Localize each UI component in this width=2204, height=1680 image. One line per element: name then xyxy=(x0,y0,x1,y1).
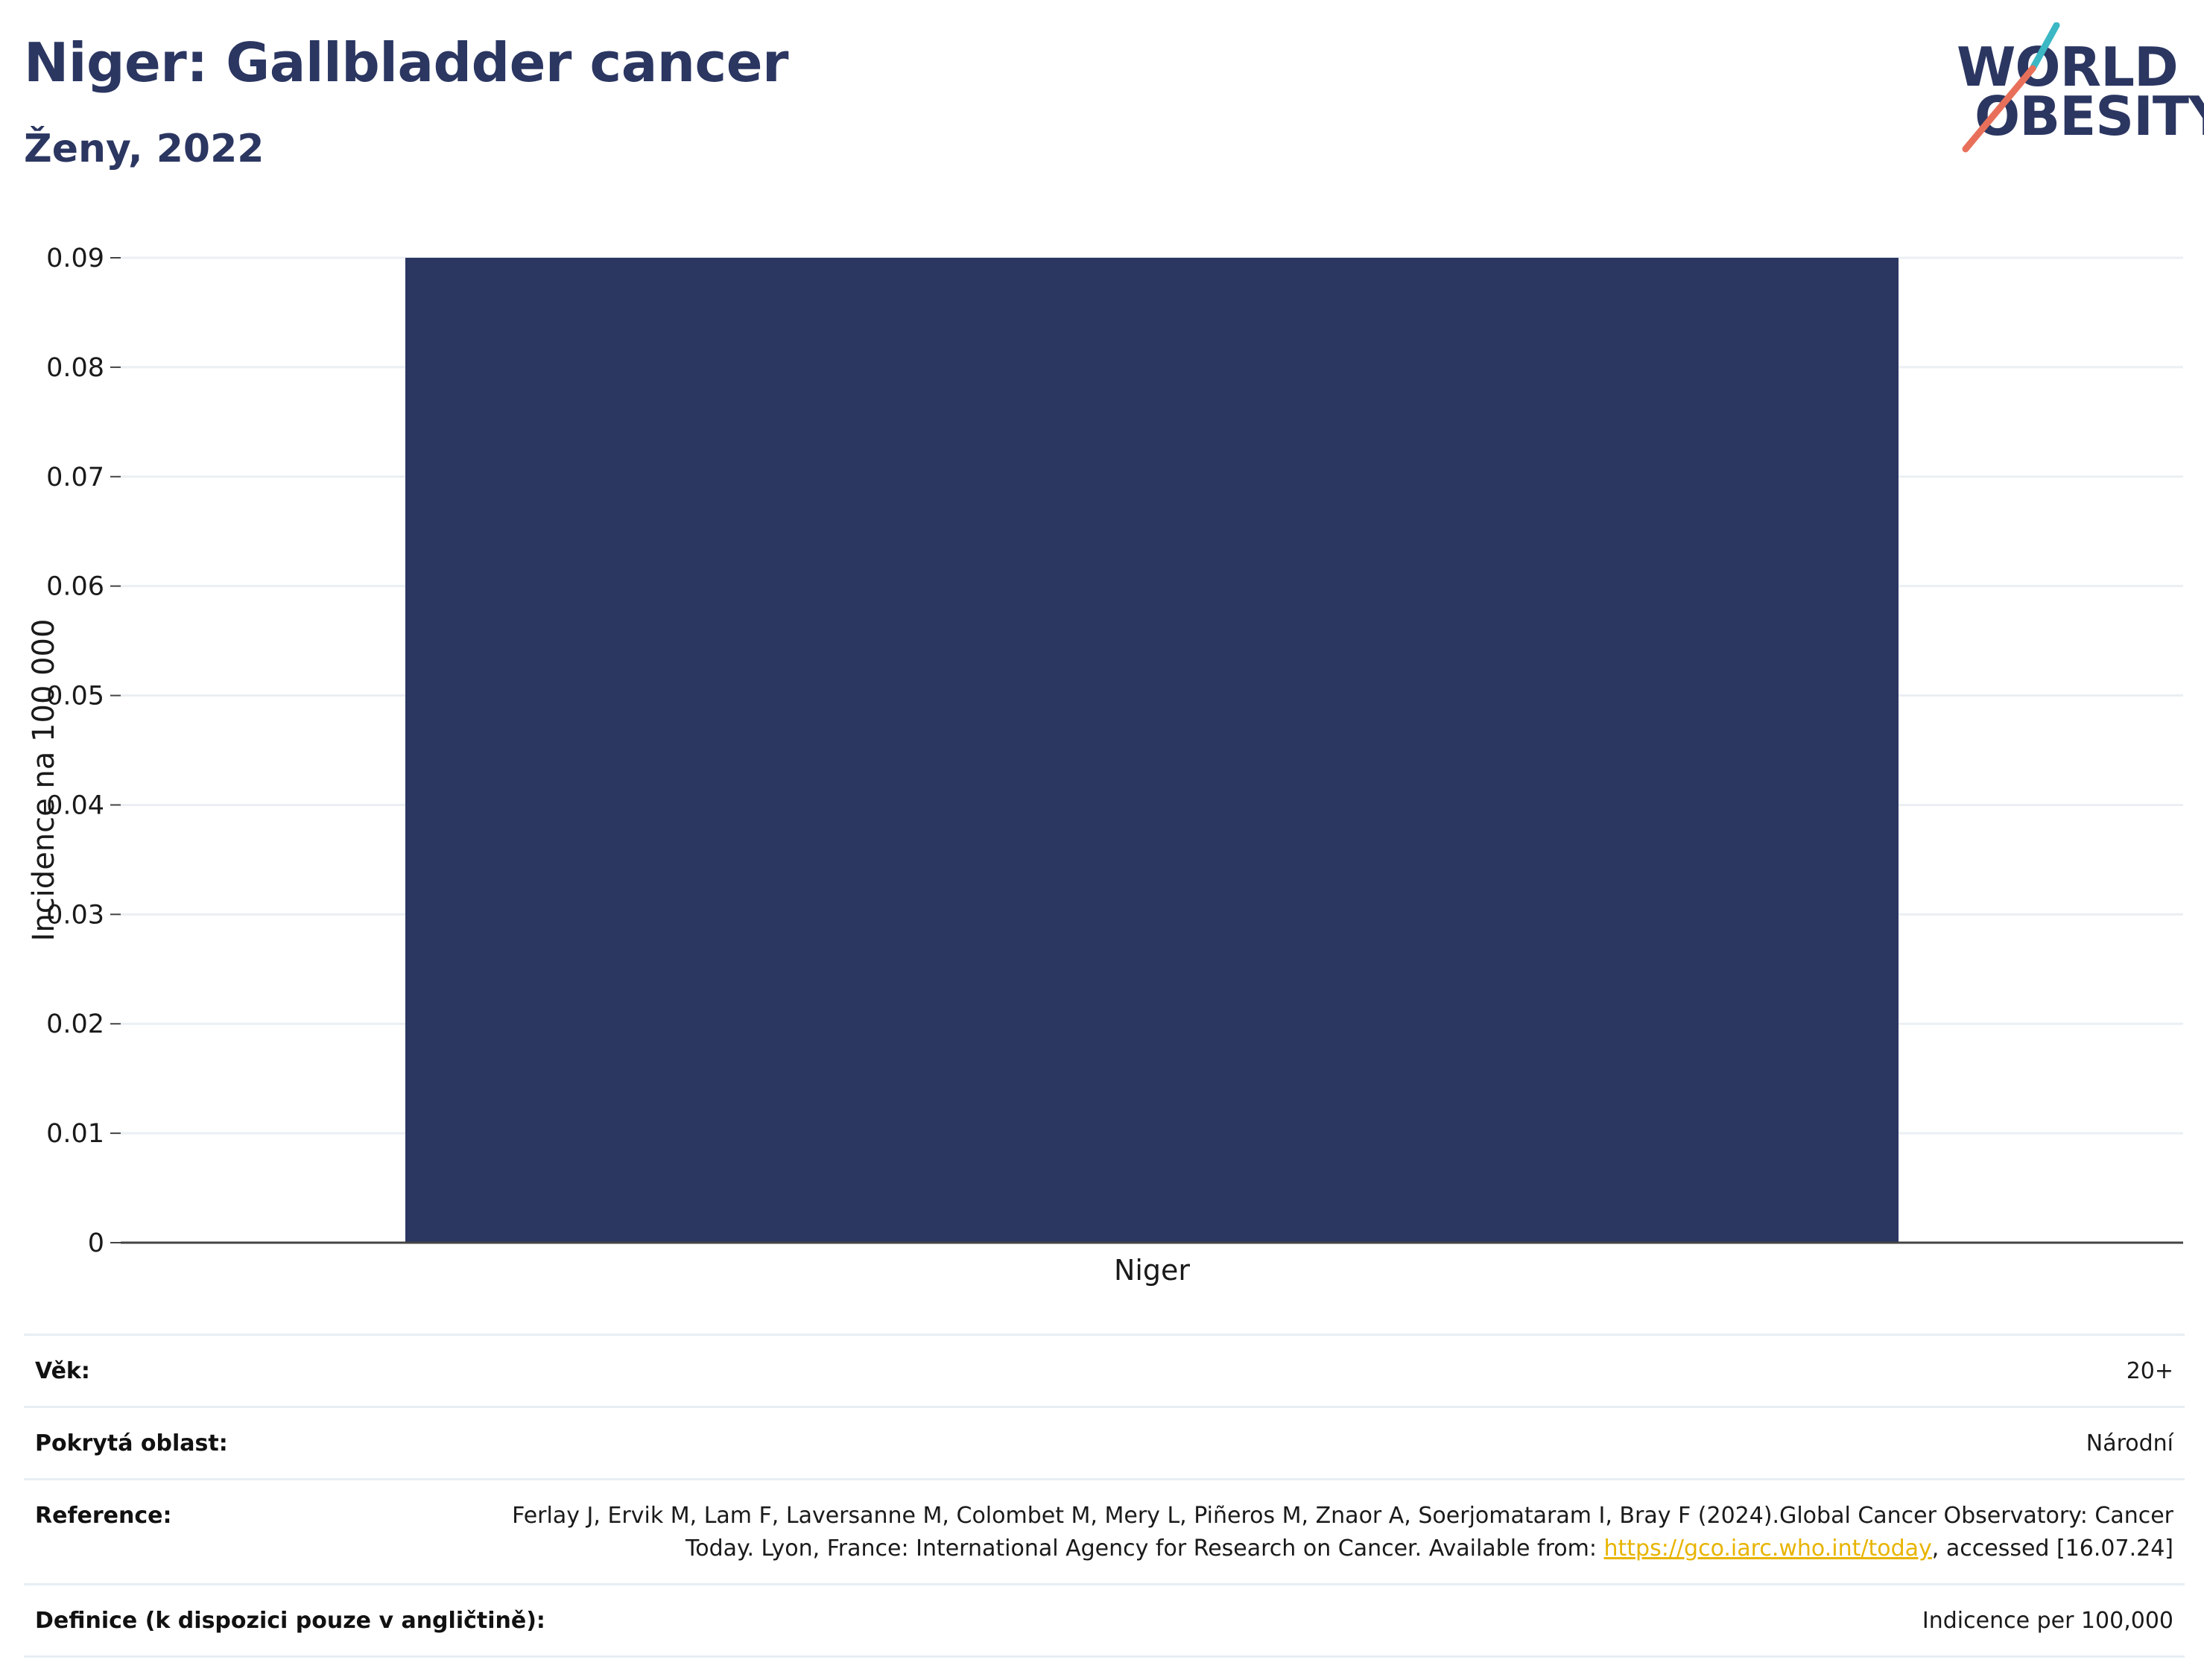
info-row-reference: Reference: Ferlay J, Ervik M, Lam F, Lav… xyxy=(24,1478,2185,1583)
definition-label: Definice (k dispozici pouze v angličtině… xyxy=(35,1608,545,1634)
reference-text: Ferlay J, Ervik M, Lam F, Laversanne M, … xyxy=(512,1503,2173,1562)
coverage-label: Pokrytá oblast: xyxy=(35,1430,228,1456)
x-tick-label: Niger xyxy=(1114,1254,1190,1287)
reference-accessed: , accessed [16.07.24] xyxy=(1931,1535,2173,1562)
logo-text-obesity: OBESITY xyxy=(1975,85,2204,148)
info-row-coverage: Pokrytá oblast: Národní xyxy=(24,1406,2185,1478)
y-tick-label: 0 xyxy=(88,1229,104,1258)
y-tick-label: 0.08 xyxy=(46,353,104,383)
info-table: Věk: 20+ Pokrytá oblast: Národní Referen… xyxy=(24,1334,2185,1658)
reference-label: Reference: xyxy=(35,1503,172,1529)
info-row-definition: Definice (k dispozici pouze v angličtině… xyxy=(24,1583,2185,1658)
y-tick-label: 0.09 xyxy=(46,244,104,273)
coverage-value: Národní xyxy=(2086,1430,2173,1456)
y-axis-label: Incidence na 100 000 xyxy=(27,619,61,942)
logo-text-world: WORLD xyxy=(1957,36,2179,98)
definition-value: Indicence per 100,000 xyxy=(1922,1608,2173,1634)
y-tick-label: 0.07 xyxy=(46,463,104,492)
y-tick-label: 0.04 xyxy=(46,790,104,820)
y-tick-label: 0.06 xyxy=(46,572,104,602)
age-label: Věk: xyxy=(35,1358,90,1384)
info-row-age: Věk: 20+ xyxy=(24,1334,2185,1406)
chart-subtitle: Ženy, 2022 xyxy=(24,127,265,171)
logo-slash-icon xyxy=(1962,22,2060,153)
y-tick-label: 0.03 xyxy=(46,900,104,930)
bar-niger xyxy=(405,258,1899,1243)
reference-link[interactable]: https://gco.iarc.who.int/today xyxy=(1603,1535,1932,1562)
age-value: 20+ xyxy=(2126,1358,2173,1384)
y-tick-label: 0.01 xyxy=(46,1119,104,1149)
bar-chart: 0 0.01 0.02 0.03 0.04 0.05 0.06 0.07 0.08 0.09 Nig… xyxy=(27,244,2183,1287)
world-obesity-logo: WORLD OBESITY xyxy=(1945,22,2204,156)
y-tick-label: 0.02 xyxy=(46,1009,104,1039)
y-tick-label: 0.05 xyxy=(46,682,104,711)
chart-title: Niger: Gallbladder cancer xyxy=(24,31,789,94)
reference-value: Ferlay J, Ervik M, Lam F, Laversanne M, … xyxy=(460,1500,2173,1565)
